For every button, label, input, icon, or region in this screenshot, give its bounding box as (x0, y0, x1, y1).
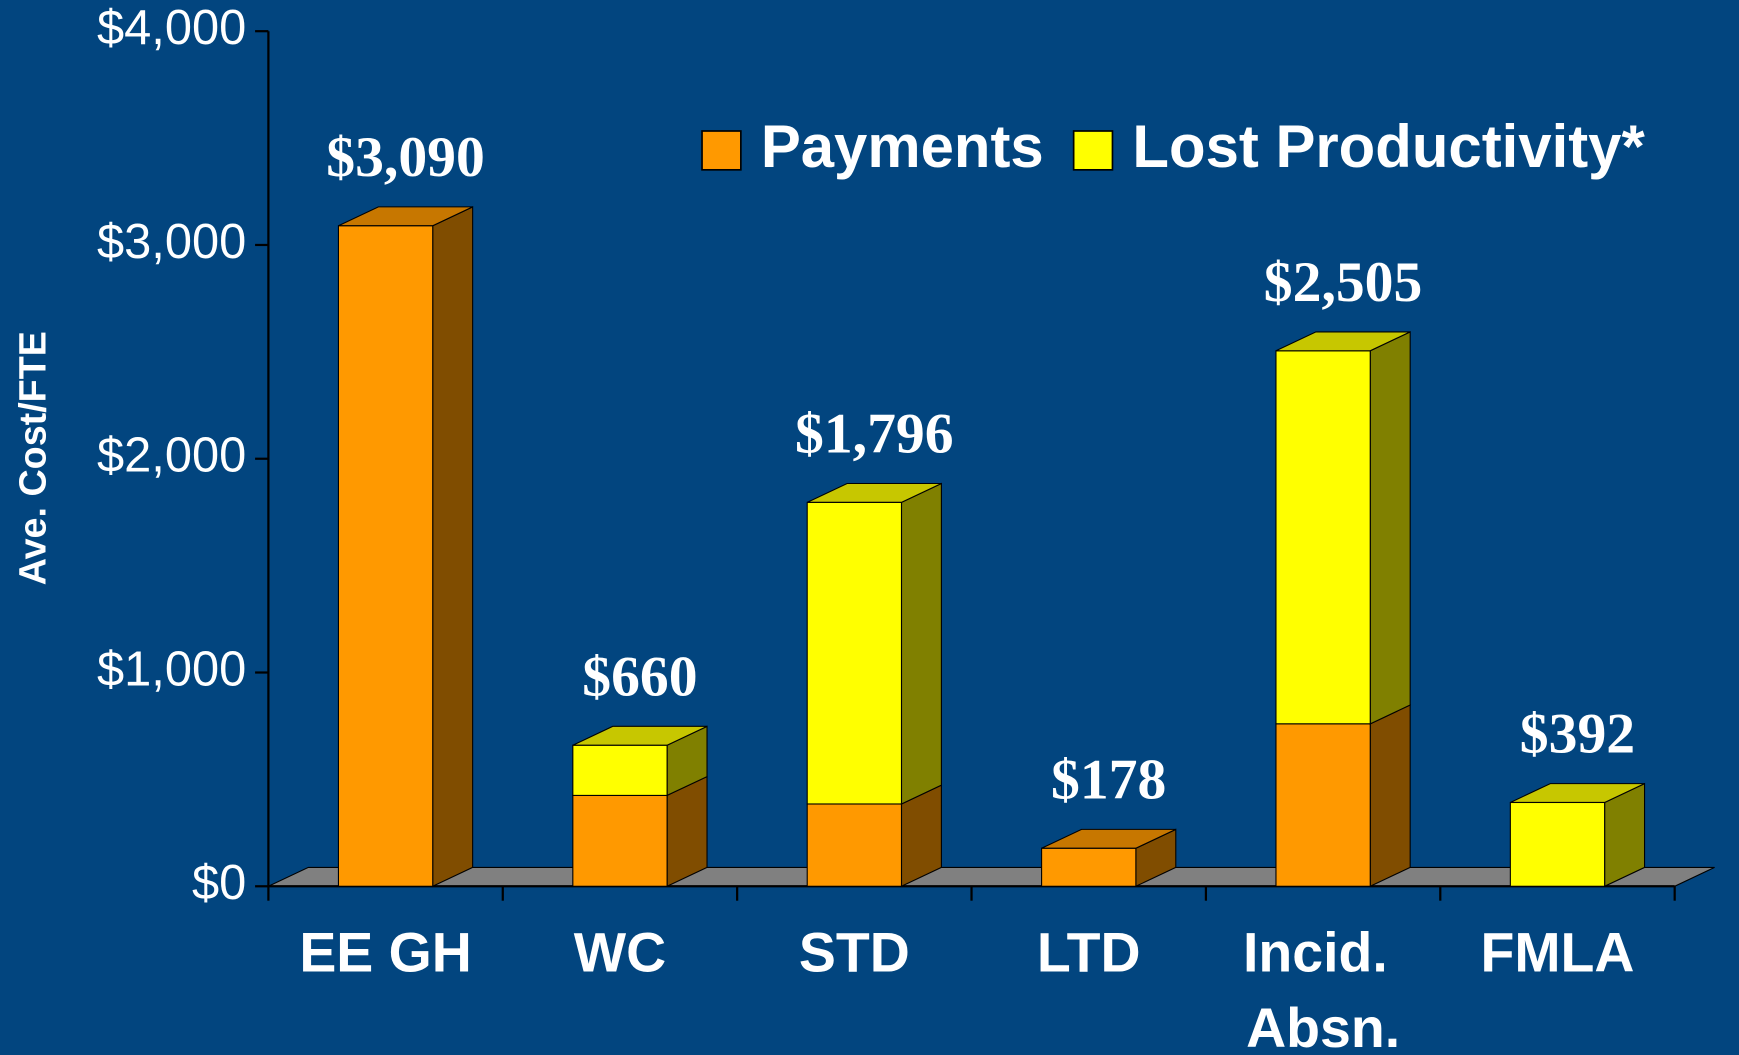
x-tick-label: LTD (1037, 922, 1141, 984)
x-tick-label: Incid. Absn. (1243, 922, 1403, 1055)
x-tick-label: FMLA (1481, 922, 1635, 984)
bar-side (432, 205, 474, 888)
bar-front (1275, 723, 1371, 887)
value-label: $2,505 (1264, 251, 1423, 314)
bar-segment (1275, 331, 1411, 725)
y-tick-label: $1,000 (97, 642, 246, 696)
floor (268, 866, 1715, 887)
bar-segment (337, 205, 474, 888)
bar-front (572, 794, 668, 887)
x-tick-label-line: Absn. (1246, 997, 1400, 1055)
bar-segment (572, 775, 708, 888)
y-axis-label: Ave. Cost/FTE (11, 331, 53, 585)
x-tick-label: WC (574, 922, 666, 984)
bar-front (1509, 801, 1606, 887)
bar-segment (1509, 782, 1646, 888)
bar-top (1510, 783, 1645, 804)
bar-side (1369, 704, 1411, 888)
y-tick-label: $4,000 (97, 1, 246, 55)
bar-top (806, 482, 942, 503)
bar-top (338, 206, 473, 227)
x-tick-label-line: Incid. (1243, 922, 1403, 984)
bar-segment (806, 784, 942, 888)
y-tick-label: $0 (192, 856, 246, 910)
bar-front (337, 225, 434, 887)
bar-front (806, 501, 903, 805)
value-label: $392 (1520, 703, 1635, 766)
bar-front (1041, 847, 1137, 887)
legend-label: Payments (761, 113, 1044, 180)
legend-label: Lost Productivity* (1132, 113, 1645, 180)
bar-side (1369, 331, 1411, 725)
x-tick-label: STD (799, 922, 910, 984)
value-label: $1,796 (795, 402, 954, 465)
y-tick-label: $2,000 (97, 429, 246, 483)
x-tick-label: EE GH (299, 922, 472, 984)
bar-segment (572, 725, 708, 797)
bar-segment (806, 482, 942, 805)
bar-front (572, 744, 668, 796)
bar-top (1041, 828, 1177, 849)
bar-front (806, 803, 903, 887)
value-label: $660 (582, 645, 697, 708)
legend-swatch (1072, 130, 1114, 171)
bar-side (900, 482, 942, 805)
y-tick-label: $3,000 (97, 215, 246, 269)
bar-front (1275, 350, 1371, 725)
value-label: $178 (1051, 748, 1166, 811)
bar-top (1275, 331, 1411, 352)
value-label: $3,090 (326, 126, 485, 189)
bar-segment (1275, 704, 1411, 888)
bar-top (572, 725, 708, 746)
legend-swatch (701, 130, 742, 171)
